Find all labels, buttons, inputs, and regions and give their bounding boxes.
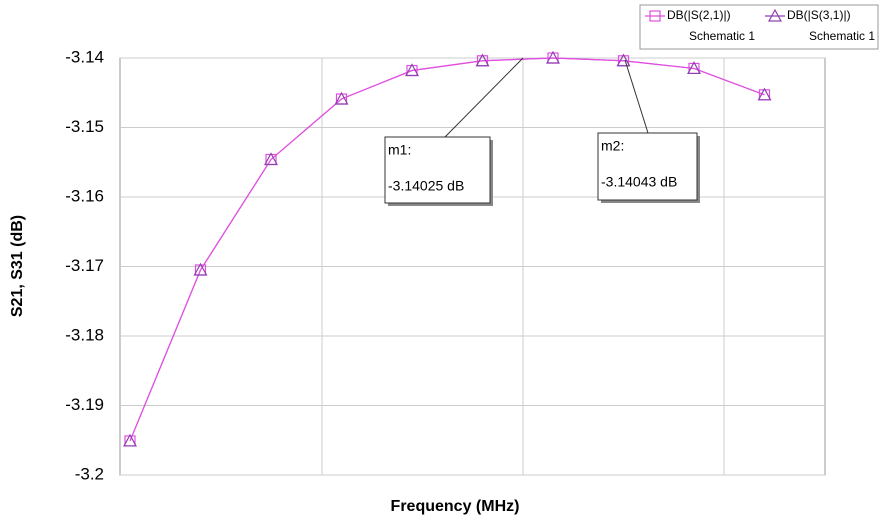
y-tick-label: -3.18 — [65, 325, 104, 344]
annotation-text: -3.14043 dB — [601, 174, 677, 190]
data-point — [616, 53, 631, 67]
y-tick-label: -3.19 — [65, 395, 104, 414]
legend-marker — [649, 10, 661, 22]
annotation-box — [597, 132, 698, 201]
data-point — [475, 53, 490, 67]
data-point — [263, 152, 279, 166]
y-tick-label: -3.15 — [65, 117, 104, 136]
legend-label: DB(|S(2,1)|) — [667, 8, 731, 22]
legend-marker — [767, 8, 783, 22]
data-point — [404, 63, 420, 77]
legend-box — [639, 4, 879, 50]
annotation-label: m2: — [601, 138, 624, 154]
data-point — [334, 91, 349, 105]
data-point — [545, 50, 561, 64]
y-tick-label: -3.16 — [65, 186, 104, 205]
annotation-leader — [624, 59, 649, 134]
y-tick-label: -3.17 — [65, 256, 104, 275]
y-tick-label: -3.2 — [75, 464, 104, 483]
data-point — [193, 262, 208, 276]
annotation-leader — [444, 57, 524, 138]
y-axis-title: S21, S31 (dB) — [9, 215, 26, 317]
legend-source: Schematic 1 — [689, 29, 755, 43]
data-point — [757, 87, 772, 101]
y-tick-label: -3.14 — [65, 47, 104, 66]
x-axis-title: Frequency (MHz) — [391, 498, 520, 515]
legend-label: DB(|S(3,1)|) — [787, 8, 851, 22]
annotation-box — [384, 136, 491, 204]
series-line — [129, 57, 765, 442]
data-point — [122, 433, 138, 447]
data-point — [686, 61, 702, 75]
annotation-label: m1: — [388, 142, 411, 158]
legend-source: Schematic 1 — [809, 29, 875, 43]
annotation-text: -3.14025 dB — [388, 178, 464, 194]
